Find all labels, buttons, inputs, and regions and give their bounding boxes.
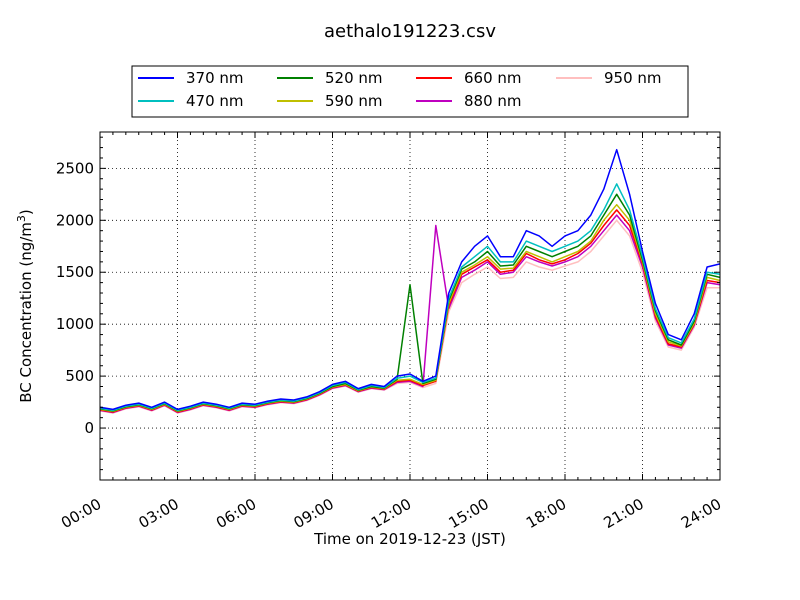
y-axis-label: BC Concentration (ng/m3) [15, 209, 35, 403]
y-tick-label: 2000 [56, 211, 94, 229]
legend-label: 370 nm [186, 69, 244, 87]
x-tick-label: 00:00 [58, 495, 104, 532]
y-tick-label: 0 [84, 419, 94, 437]
x-tick-label: 24:00 [678, 495, 724, 532]
legend-label: 470 nm [186, 92, 244, 110]
legend-label: 520 nm [325, 69, 383, 87]
x-tick-label: 21:00 [600, 495, 646, 532]
x-tick-label: 15:00 [445, 495, 491, 532]
legend-label: 660 nm [464, 69, 522, 87]
ticks: 00:00 03:00 06:00 09:00 12:00 15:00 18:00 21:00… [56, 132, 724, 532]
legend-label: 950 nm [604, 69, 662, 87]
chart-title: aethalo191223.csv [324, 21, 496, 42]
y-axis-label-close: ) [17, 209, 35, 215]
series-layer [99, 148, 721, 414]
y-tick-label: 1500 [56, 263, 94, 281]
y-tick-label: 2500 [56, 159, 94, 177]
series-line-370-nm [99, 148, 721, 411]
x-tick-label: 18:00 [523, 495, 569, 532]
x-axis-label: Time on 2019-12-23 (JST) [313, 530, 506, 548]
x-tick-label: 06:00 [213, 495, 259, 532]
y-axis-label-sup: 3 [15, 215, 28, 222]
plot-frame [99, 131, 721, 481]
legend-label: 590 nm [325, 92, 383, 110]
legend-label: 880 nm [464, 92, 522, 110]
y-tick-label: 1000 [56, 315, 94, 333]
legend-frame [131, 65, 689, 118]
y-axis-label-main: BC Concentration (ng/m [17, 222, 35, 403]
x-tick-label: 12:00 [368, 495, 414, 532]
series-line-470-nm [99, 183, 721, 412]
x-tick-label: 03:00 [135, 495, 181, 532]
y-tick-label: 500 [65, 367, 94, 385]
x-tick-label: 09:00 [290, 495, 336, 532]
legend: 370 nm 470 nm 520 nm 590 nm 660 nm 880 nm 950 … [131, 65, 689, 118]
